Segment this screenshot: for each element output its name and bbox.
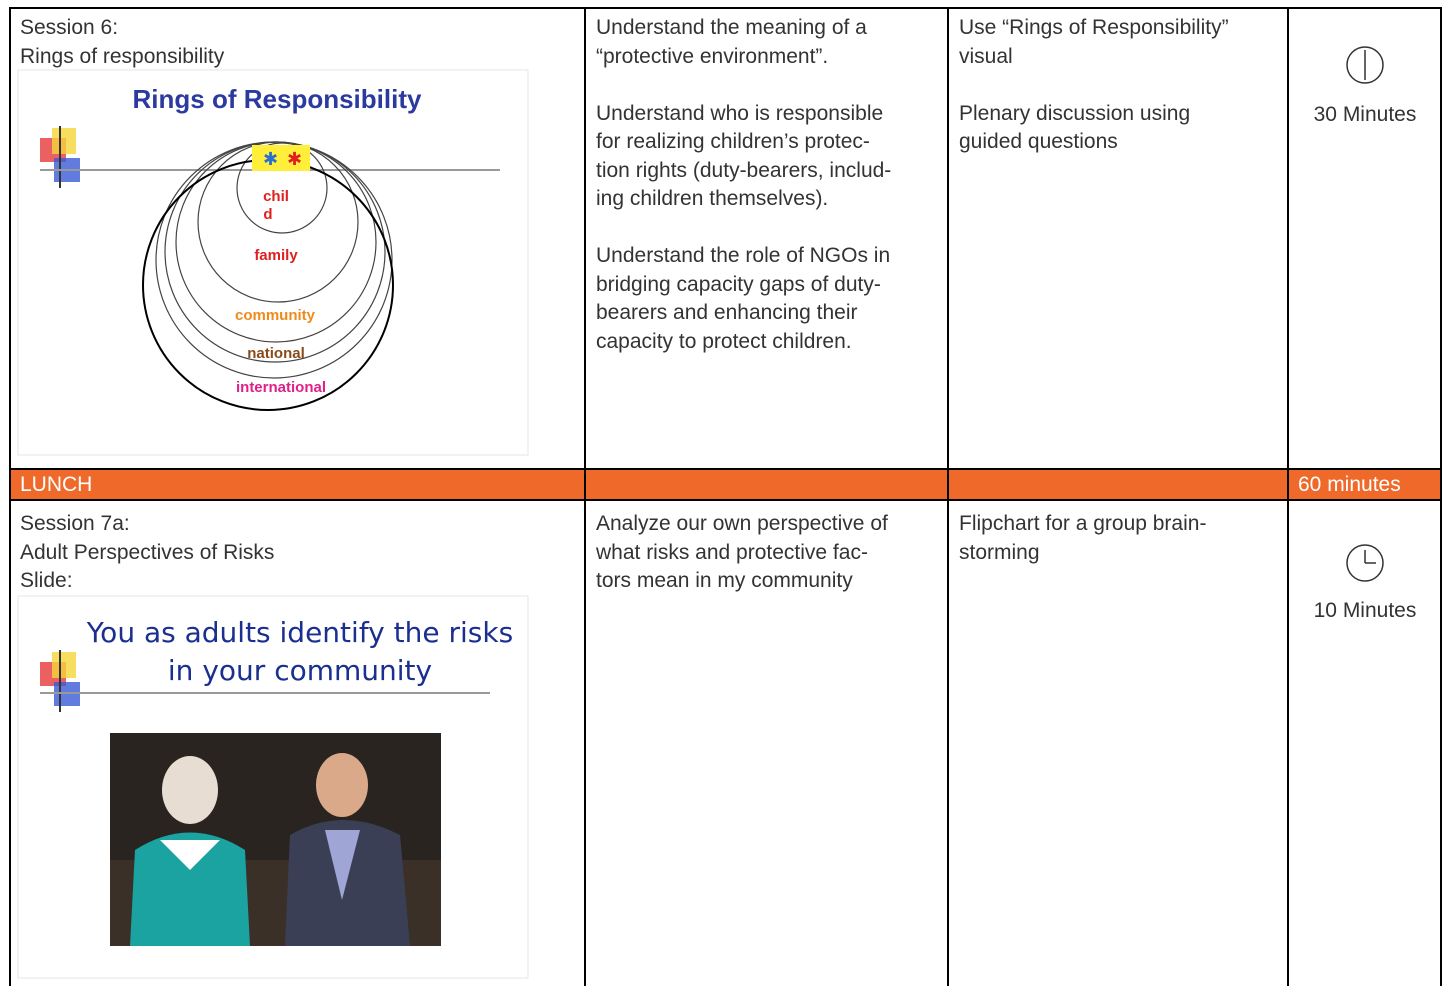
slide-2 xyxy=(17,595,529,979)
text-line: Slide: xyxy=(20,569,73,592)
border xyxy=(9,468,1442,470)
text-line: capacity to protect children. xyxy=(596,329,852,353)
text-line: what risks and protective fac- xyxy=(596,540,868,564)
slide-title: You as adults identify the risks xyxy=(86,616,513,649)
paragraph: Understand the meaning of a “protective e… xyxy=(596,14,941,71)
text-line: tors mean in my community xyxy=(596,569,853,592)
lunch-time: 60 minutes xyxy=(1298,473,1401,496)
methods: Use “Rings of Responsibility” visual Plena… xyxy=(959,14,1284,185)
ring-label: d xyxy=(263,206,272,223)
ring-label: national xyxy=(247,345,305,362)
text-line: Session 7a: xyxy=(20,512,130,535)
text-line: Understand who is responsible xyxy=(596,101,884,125)
icon: ✱ xyxy=(287,149,302,169)
duration: 30 Minutes xyxy=(1313,103,1417,126)
text-line: tion rights (duty-bearers, includ- xyxy=(596,158,892,182)
paragraph: Understand the role of NGOs in bridging c… xyxy=(596,242,941,356)
ring-label: community xyxy=(235,307,316,324)
duration: 10 Minutes xyxy=(1313,599,1417,622)
text-line: for realizing children’s protec- xyxy=(596,130,870,153)
text-line: visual xyxy=(959,44,1013,68)
ring-label: chil xyxy=(263,188,289,205)
ring-label: international xyxy=(236,379,326,396)
paragraph: Flipchart for a group brain-storming xyxy=(959,510,1284,567)
objectives: Understand the meaning of a “protective e… xyxy=(596,14,941,385)
lunch-band xyxy=(10,469,1441,500)
text-line: bridging capacity gaps of duty- xyxy=(596,272,881,296)
paragraph: Use “Rings of Responsibility” visual xyxy=(959,14,1284,71)
text-line: Adult Perspectives of Risks xyxy=(20,540,275,564)
paragraph: Plenary discussion using guided questions xyxy=(959,100,1284,157)
session: Session 7a: Adult Perspectives of Risks Sl… xyxy=(20,510,274,596)
text-line: Analyze our own perspective of xyxy=(596,512,888,535)
text-line: ing children themselves). xyxy=(596,187,829,210)
border xyxy=(1440,7,1442,986)
border xyxy=(9,7,11,986)
border xyxy=(9,7,1442,9)
methods: Flipchart for a group brain-storming xyxy=(959,510,1284,596)
text-line: Understand the meaning of a xyxy=(596,16,867,39)
clock xyxy=(1346,46,1384,582)
icon: ✱ xyxy=(263,149,278,169)
session: Session 6: Rings of responsibility xyxy=(20,14,224,71)
text-line: Understand the role of NGOs in xyxy=(596,244,891,267)
text-line: “protective environment”. xyxy=(596,44,829,68)
text-line: Plenary discussion using xyxy=(959,101,1191,125)
slide-title: Rings of Responsibility xyxy=(133,84,422,114)
text-line: guided questions xyxy=(959,130,1118,153)
text-line: Flipchart for a group brain- xyxy=(959,512,1207,535)
border xyxy=(1287,7,1289,986)
slide-title: in your community xyxy=(168,654,432,687)
border xyxy=(947,7,949,986)
lunch-label: LUNCH xyxy=(20,473,93,496)
slide-1: ✱ ✱ xyxy=(17,69,529,456)
border xyxy=(9,499,1442,501)
ring-label: family xyxy=(254,247,298,264)
text-line: Use “Rings of Responsibility” xyxy=(959,16,1229,39)
objectives: Analyze our own perspective of what risks… xyxy=(596,510,941,624)
text-line: bearers and enhancing their xyxy=(596,301,858,324)
text-line: Rings of responsibility xyxy=(20,44,225,68)
border xyxy=(584,7,586,986)
paragraph: Understand who is responsible for realizi… xyxy=(596,100,941,214)
paragraph: Analyze our own perspective of what risks… xyxy=(596,510,941,596)
text-line: Session 6: xyxy=(20,16,119,39)
text-line: storming xyxy=(959,540,1040,564)
